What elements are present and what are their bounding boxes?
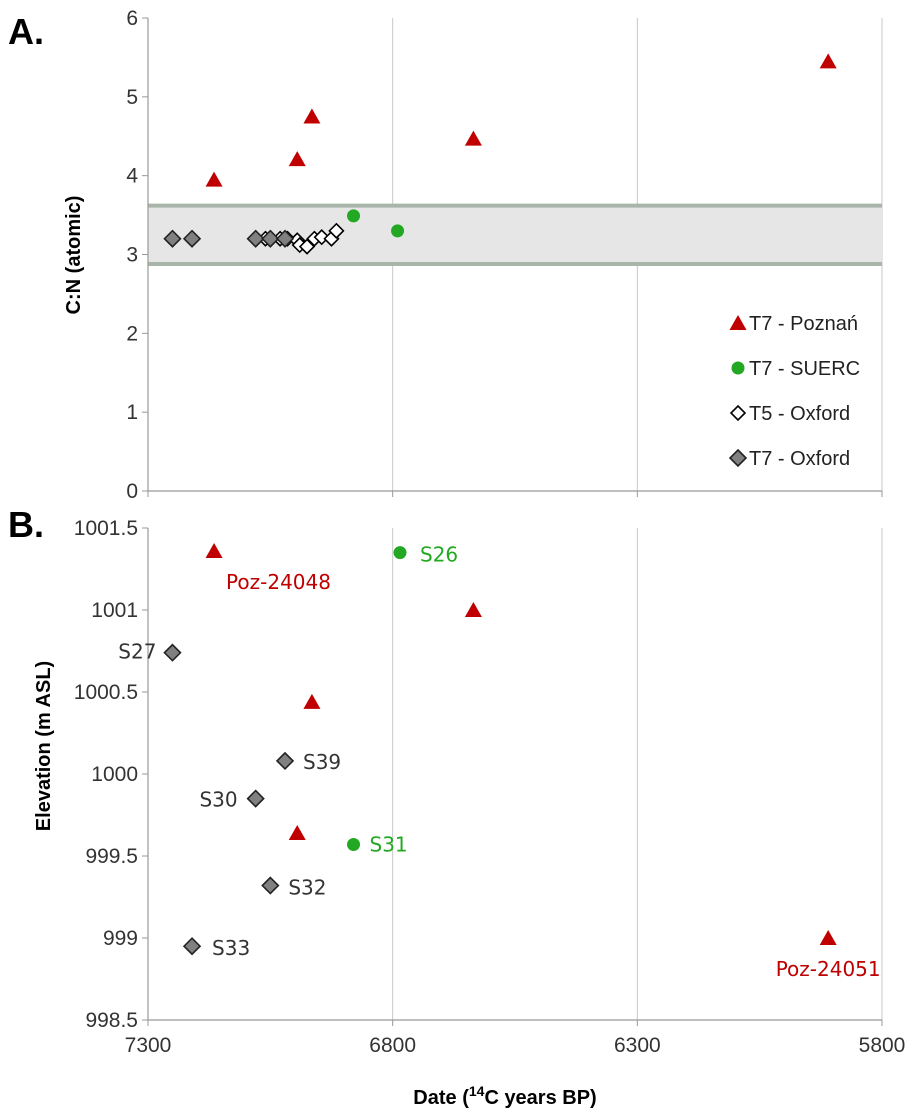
- legend-label: T7 - SUERC: [749, 358, 860, 380]
- data-point-circle: [347, 838, 361, 852]
- y-tick-label: 1000.5: [74, 681, 138, 704]
- data-point-triangle: [288, 151, 306, 167]
- x-tick-label: 5800: [859, 1034, 906, 1057]
- y-tick-label: 3: [126, 244, 138, 267]
- data-point-triangle: [303, 693, 321, 709]
- data-point-diamond-filled: [275, 229, 295, 248]
- data-point-triangle: [303, 108, 321, 124]
- panel-b-y-axis-title: Elevation (m ASL): [33, 661, 55, 831]
- x-tick-label: 6300: [614, 1034, 661, 1057]
- data-point-circle: [391, 224, 405, 238]
- data-point-triangle: [205, 171, 223, 187]
- y-tick-label: 999: [103, 927, 138, 950]
- panel-b-letter: B.: [8, 504, 44, 545]
- y-tick-label: 1000: [91, 763, 138, 786]
- point-label: S32: [288, 876, 326, 900]
- data-point-diamond-filled: [246, 789, 265, 808]
- data-point-circle: [347, 209, 361, 223]
- panel-a-y-axis-title: C:N (atomic): [63, 196, 85, 315]
- data-point-triangle: [819, 53, 837, 69]
- point-label: S31: [370, 833, 408, 857]
- data-point-diamond-filled: [163, 643, 182, 662]
- y-tick-label: 1: [126, 401, 138, 424]
- y-tick-label: 999.5: [85, 845, 138, 868]
- x-tick-label: 6800: [369, 1034, 416, 1057]
- legend-marker-diamond-filled: [728, 448, 748, 468]
- y-tick-label: 1001.5: [74, 517, 138, 540]
- point-label: S33: [212, 936, 250, 960]
- data-point-diamond-filled: [182, 937, 202, 956]
- data-point-diamond-filled: [182, 229, 202, 248]
- data-point-triangle: [288, 825, 306, 841]
- legend-label: T7 - Oxford: [749, 448, 850, 470]
- y-tick-label: 0: [126, 480, 138, 503]
- legend-marker-triangle: [729, 315, 747, 330]
- y-tick-label: 5: [126, 86, 138, 109]
- point-label: S26: [420, 543, 458, 567]
- data-point-triangle: [464, 130, 482, 146]
- data-point-triangle: [464, 602, 482, 617]
- data-point-diamond-filled: [261, 229, 280, 248]
- point-label: S39: [303, 750, 341, 774]
- data-point-diamond-filled: [261, 876, 280, 895]
- data-point-triangle: [819, 930, 837, 945]
- y-tick-label: 4: [126, 165, 138, 188]
- legend-label: T7 - Poznań: [749, 313, 858, 335]
- point-label: Poz-24048: [226, 570, 331, 594]
- data-point-diamond-filled: [275, 751, 295, 771]
- data-point-diamond-filled: [246, 229, 265, 248]
- point-label: S27: [118, 640, 156, 664]
- data-point-diamond-open: [298, 238, 316, 255]
- legend-marker-circle: [731, 361, 745, 375]
- point-label: S30: [199, 788, 237, 812]
- x-axis-title: Date (14C years BP): [413, 1083, 596, 1109]
- y-tick-label: 998.5: [85, 1009, 138, 1032]
- data-point-diamond-filled: [163, 229, 182, 248]
- panel-a-letter: A.: [8, 11, 44, 52]
- panel-b: B. 998.5 999 999.5 1000 1000.5 1001 1001.5 7300…: [8, 504, 905, 1109]
- y-tick-label: 1001: [91, 599, 138, 622]
- x-tick-label: 7300: [125, 1034, 172, 1057]
- point-label: Poz-24051: [776, 957, 881, 981]
- data-point-diamond-open: [313, 229, 330, 246]
- legend: T7 - Poznań T7 - SUERC T5 - Oxford T7 - Oxf…: [728, 313, 860, 470]
- data-point-circle: [393, 546, 407, 560]
- legend-marker-diamond-open: [729, 404, 747, 422]
- y-tick-label: 6: [126, 7, 138, 30]
- data-point-diamond-open: [328, 222, 345, 239]
- y-tick-label: 2: [126, 322, 138, 345]
- data-point-triangle: [205, 542, 223, 558]
- legend-label: T5 - Oxford: [749, 403, 850, 425]
